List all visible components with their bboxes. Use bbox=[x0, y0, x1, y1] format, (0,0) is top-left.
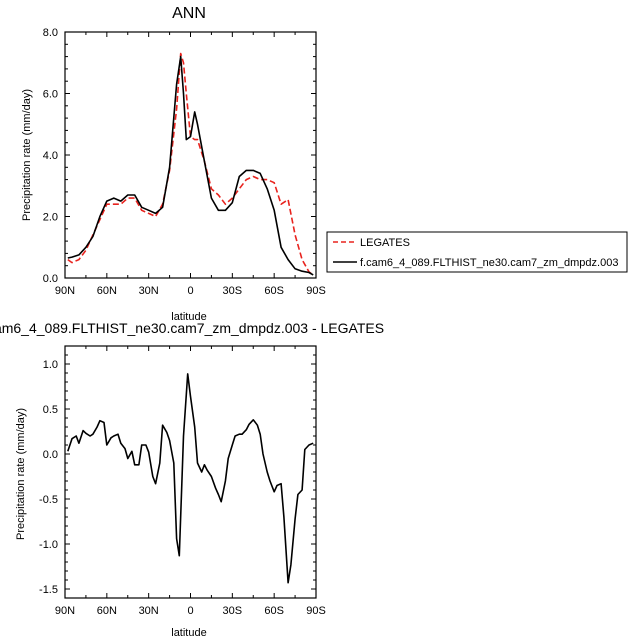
bottom-y-tick-label: 1.0 bbox=[43, 359, 58, 371]
bottom-x-axis-label: latitude bbox=[171, 627, 206, 639]
top-y-tick-label: 6.0 bbox=[43, 89, 58, 101]
legend-label-model: f.cam6_4_089.FLTHIST_ne30.cam7_zm_dmpdz.… bbox=[360, 257, 618, 269]
bottom-series-line-0 bbox=[67, 373, 314, 584]
bottom-y-tick-label: -0.5 bbox=[39, 494, 58, 506]
top-x-axis-label: latitude bbox=[171, 311, 206, 323]
bottom-y-tick-label: 0.0 bbox=[43, 449, 58, 461]
top-plot-frame bbox=[64, 31, 317, 279]
top-x-tick-label: 90S bbox=[306, 285, 326, 297]
top-x-tick-label: 30S bbox=[223, 285, 243, 297]
top-x-tick-label: 60S bbox=[264, 285, 284, 297]
top-x-tick-label: 90N bbox=[55, 285, 75, 297]
top-panel-title: ANN bbox=[172, 5, 206, 22]
bottom-plot-frame bbox=[64, 345, 317, 599]
top-y-tick-label: 4.0 bbox=[43, 150, 58, 162]
bottom-panel-title: am6_4_089.FLTHIST_ne30.cam7_zm_dmpdz.003… bbox=[0, 320, 384, 336]
bottom-x-tick-label: 90N bbox=[55, 605, 75, 617]
bottom-x-tick-label: 30S bbox=[223, 605, 243, 617]
bottom-x-tick-label: 90S bbox=[306, 605, 326, 617]
top-x-tick-label: 60N bbox=[97, 285, 117, 297]
top-y-tick-label: 8.0 bbox=[43, 27, 58, 39]
legend: LEGATES f.cam6_4_089.FLTHIST_ne30.cam7_z… bbox=[326, 231, 628, 273]
bottom-x-tick-label: 0 bbox=[187, 605, 193, 617]
top-y-axis-label: Precipitation rate (mm/day) bbox=[21, 89, 33, 221]
bottom-y-tick-label: -1.5 bbox=[39, 584, 58, 596]
bottom-x-tick-label: 60N bbox=[97, 605, 117, 617]
top-series-line-1 bbox=[67, 55, 314, 276]
bottom-x-tick-label: 60S bbox=[264, 605, 284, 617]
top-panel: ANN 90N 60N 30N 0 30S 60S 90S 0.0 2.0 4.0 6.0 8.0 l… bbox=[21, 5, 326, 323]
top-x-tick-label: 0 bbox=[187, 285, 193, 297]
bottom-x-tick-label: 30N bbox=[139, 605, 159, 617]
top-series-line-0 bbox=[67, 52, 314, 276]
top-y-tick-label: 2.0 bbox=[43, 212, 58, 224]
top-plot-area: 90N 60N 30N 0 30S 60S 90S 0.0 2.0 4.0 6.0 8.0 bbox=[43, 27, 326, 297]
top-x-tick-label: 30N bbox=[139, 285, 159, 297]
legend-box bbox=[326, 231, 628, 273]
bottom-plot-area: 90N 60N 30N 0 30S 60S 90S -1.5 -1.0 -0.5 0.0 0.5 1.0 bbox=[39, 345, 326, 617]
bottom-panel: am6_4_089.FLTHIST_ne30.cam7_zm_dmpdz.003… bbox=[0, 320, 384, 639]
bottom-y-axis-label: Precipitation rate (mm/day) bbox=[15, 408, 27, 540]
bottom-y-tick-label: -1.0 bbox=[39, 539, 58, 551]
legend-label-legates: LEGATES bbox=[360, 237, 410, 249]
bottom-y-tick-label: 0.5 bbox=[43, 404, 58, 416]
top-y-tick-label: 0.0 bbox=[43, 273, 58, 285]
